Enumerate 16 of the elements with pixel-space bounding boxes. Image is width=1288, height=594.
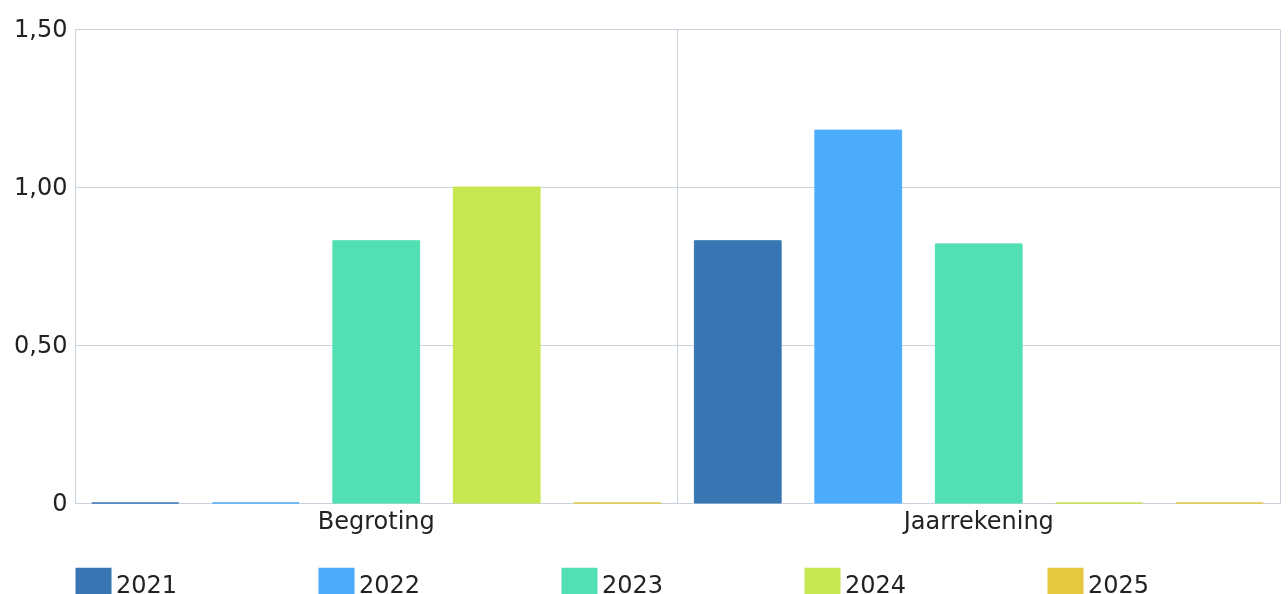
y-tick-label: 0,50 <box>14 330 68 359</box>
legend-label: 2021 <box>116 570 178 594</box>
legend-label: 2025 <box>1088 570 1150 594</box>
y-tick-label: 0 <box>52 488 68 517</box>
legend-label: 2022 <box>359 570 421 594</box>
y-tick-label: 1,00 <box>14 172 68 201</box>
legend-label: 2024 <box>845 570 907 594</box>
x-tick-label: Begroting <box>317 506 435 535</box>
y-tick-label: 1,50 <box>14 14 68 43</box>
bar <box>693 240 782 504</box>
bar <box>934 243 1023 504</box>
x-tick-label: Jaarrekening <box>901 506 1054 535</box>
bar <box>452 186 541 504</box>
bar <box>814 129 903 504</box>
bar <box>332 240 421 504</box>
legend-label: 2023 <box>602 570 664 594</box>
